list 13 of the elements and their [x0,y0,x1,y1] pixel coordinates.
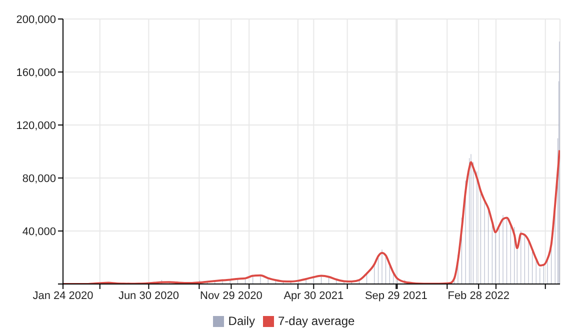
y-tick-label: 160,000 [16,66,56,79]
y-tick-label: 40,000 [22,226,56,238]
x-tick-label: Jun 30 2020 [118,290,180,302]
x-tick-label: Nov 29 2020 [200,290,262,302]
x-tick-label: Jan 24 2020 [32,290,94,302]
legend-label: 7-day average [278,314,355,328]
y-tick-label: 120,000 [16,120,56,132]
x-tick-label: Feb 28 2022 [448,290,510,302]
y-tick-label: 80,000 [22,172,56,185]
legend-label: Daily [228,314,255,328]
x-tick-label: Apr 30 2021 [284,290,344,302]
y-tick-label: 200,000 [16,14,56,26]
x-tick-label: Sep 29 2021 [364,290,428,302]
